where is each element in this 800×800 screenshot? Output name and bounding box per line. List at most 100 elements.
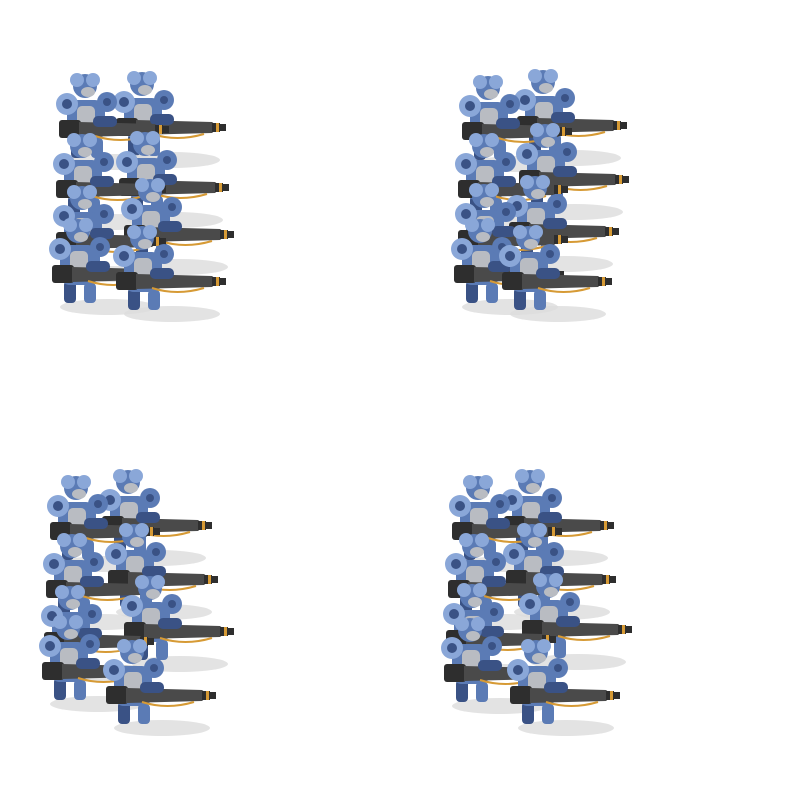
- muzzle-ring: [224, 627, 227, 636]
- visor: [124, 483, 138, 493]
- visor: [78, 199, 92, 209]
- arm: [142, 566, 166, 577]
- leg: [74, 680, 86, 700]
- arm: [556, 616, 580, 627]
- arm: [482, 576, 506, 587]
- leg: [118, 702, 130, 724]
- muzzle-ring: [558, 185, 561, 194]
- leg: [466, 281, 478, 303]
- squad-sprite-frame-2: [400, 0, 800, 400]
- arm: [158, 221, 182, 232]
- visor: [480, 147, 494, 157]
- arm: [496, 118, 520, 129]
- arm: [86, 261, 110, 272]
- muzzle-ring: [558, 235, 561, 244]
- muzzle-ring: [602, 277, 605, 286]
- leg: [522, 702, 534, 724]
- visor: [544, 587, 558, 597]
- visor: [476, 232, 490, 242]
- leg: [554, 638, 566, 658]
- arm: [543, 218, 567, 229]
- arm: [76, 658, 100, 669]
- leg: [542, 704, 554, 724]
- muzzle-ring: [622, 625, 625, 634]
- squad-sprite-frame-1: [0, 0, 400, 400]
- arm: [492, 226, 516, 237]
- leg: [148, 290, 160, 310]
- visor: [78, 147, 92, 157]
- muzzle-ring: [216, 277, 219, 286]
- arm: [90, 176, 114, 187]
- squad-frame-1-canvas: [49, 71, 234, 322]
- leg: [138, 704, 150, 724]
- visor: [138, 239, 152, 249]
- visor: [524, 239, 538, 249]
- squad-frame-2-canvas: [451, 69, 629, 322]
- arm: [551, 112, 575, 123]
- arm: [536, 268, 560, 279]
- arm: [492, 176, 516, 187]
- muzzle-ring: [208, 575, 211, 584]
- muzzle-ring: [224, 230, 227, 239]
- visor: [141, 145, 155, 155]
- muzzle-ring: [619, 175, 622, 184]
- visor: [74, 232, 88, 242]
- visor: [532, 653, 546, 663]
- muzzle-ring: [552, 527, 555, 536]
- visor: [474, 489, 488, 499]
- arm: [84, 518, 108, 529]
- squad-sprite-frame-3: [0, 400, 400, 800]
- visor: [146, 589, 160, 599]
- arm: [480, 626, 504, 637]
- shadow: [124, 306, 220, 322]
- muzzle-ring: [206, 691, 209, 700]
- muzzle-ring: [562, 127, 565, 136]
- visor: [146, 192, 160, 202]
- arm: [158, 618, 182, 629]
- arm: [486, 518, 510, 529]
- soldier: [507, 639, 620, 736]
- arm: [150, 114, 174, 125]
- arm: [140, 682, 164, 693]
- leg: [128, 288, 140, 310]
- leg: [456, 680, 468, 702]
- muzzle-ring: [144, 637, 147, 646]
- muzzle-ring: [150, 527, 153, 536]
- visor: [531, 189, 545, 199]
- leg: [54, 678, 66, 700]
- leg: [156, 640, 168, 660]
- muzzle-ring: [606, 575, 609, 584]
- squad-sprite-frame-4: [400, 400, 800, 800]
- leg: [514, 288, 526, 310]
- visor: [466, 631, 480, 641]
- leg: [84, 283, 96, 303]
- muzzle-ring: [610, 691, 613, 700]
- arm: [478, 660, 502, 671]
- arm: [136, 512, 160, 523]
- visor: [480, 197, 494, 207]
- soldier: [39, 615, 152, 712]
- shadow: [114, 720, 210, 736]
- visor: [528, 537, 542, 547]
- arm: [93, 116, 117, 127]
- muzzle-ring: [604, 521, 607, 530]
- soldier: [499, 225, 612, 322]
- visor: [468, 597, 482, 607]
- visor: [66, 599, 80, 609]
- soldier: [103, 639, 216, 736]
- muzzle-ring: [156, 237, 159, 246]
- shadow: [510, 306, 606, 322]
- arm: [553, 166, 577, 177]
- muzzle-ring: [202, 521, 205, 530]
- arm: [80, 576, 104, 587]
- visor: [470, 547, 484, 557]
- squad-frame-3-canvas: [39, 469, 234, 736]
- squad-frame-4-canvas: [441, 469, 632, 736]
- visor: [526, 483, 540, 493]
- visor: [539, 83, 553, 93]
- arm: [150, 268, 174, 279]
- visor: [541, 137, 555, 147]
- visor: [130, 537, 144, 547]
- leg: [534, 290, 546, 310]
